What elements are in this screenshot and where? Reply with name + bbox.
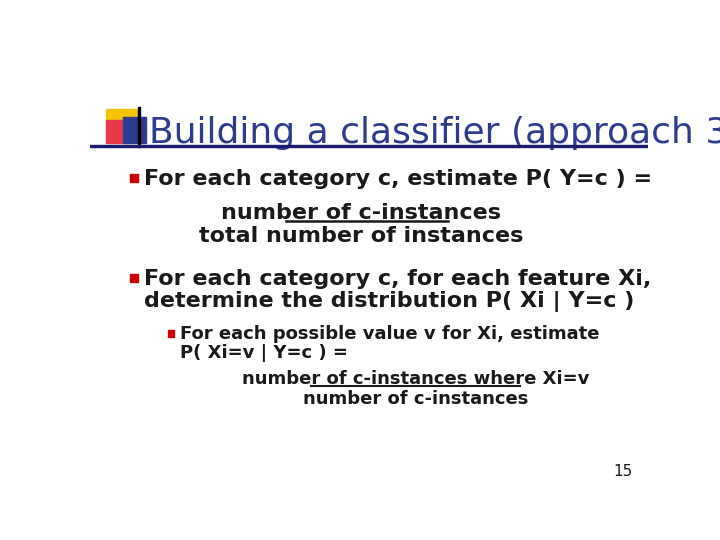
Bar <box>106 110 138 134</box>
Text: For each possible value v for Xi, estimate: For each possible value v for Xi, estima… <box>180 325 599 343</box>
Text: number of c-instances where Xi=v: number of c-instances where Xi=v <box>242 370 589 388</box>
Text: For each category c, estimate P( Y=c ) =: For each category c, estimate P( Y=c ) = <box>144 169 652 189</box>
Bar <box>122 117 145 143</box>
Text: determine the distribution P( Xi | Y=c ): determine the distribution P( Xi | Y=c ) <box>144 292 634 313</box>
Text: 15: 15 <box>613 464 632 479</box>
Text: total number of instances: total number of instances <box>199 226 523 246</box>
Text: number of c-instances: number of c-instances <box>303 390 528 408</box>
Text: Building a classifier (approach 3): Building a classifier (approach 3) <box>149 116 720 150</box>
Text: number of c-instances: number of c-instances <box>221 202 501 222</box>
Text: For each category c, for each feature Xi,: For each category c, for each feature Xi… <box>144 269 652 289</box>
Bar <box>138 107 140 147</box>
Text: P( Xi=v | Y=c ) =: P( Xi=v | Y=c ) = <box>180 344 348 362</box>
Bar <box>106 120 129 143</box>
Bar <box>130 174 138 182</box>
Bar <box>130 274 138 282</box>
Bar <box>90 145 648 147</box>
Bar <box>168 330 174 336</box>
